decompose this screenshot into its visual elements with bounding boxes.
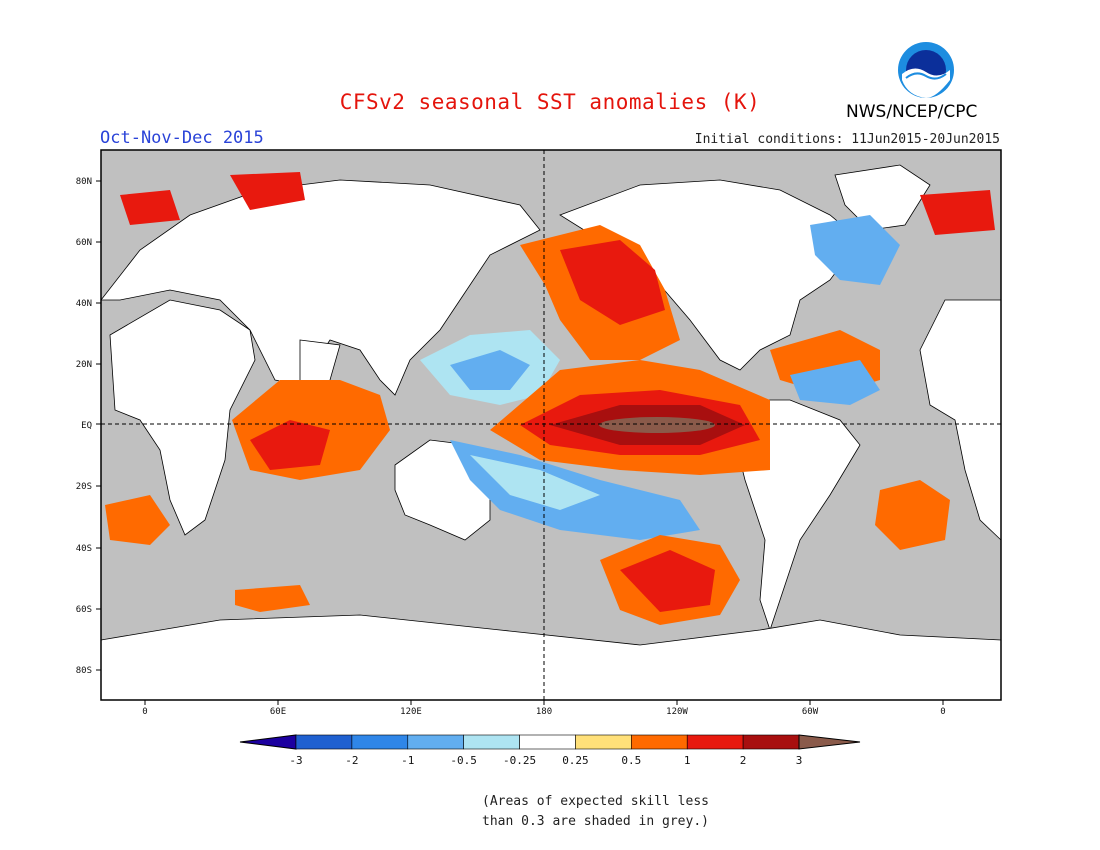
colorbar-label: -0.25 bbox=[503, 754, 536, 767]
lat-label: 40S bbox=[76, 544, 92, 554]
lat-label: 60N bbox=[76, 238, 92, 248]
lon-label: 120W bbox=[666, 707, 688, 717]
lat-label: EQ bbox=[81, 421, 92, 431]
colorbar-label: -3 bbox=[289, 754, 302, 767]
colorbar-label: -2 bbox=[345, 754, 358, 767]
colorbar-segment bbox=[742, 734, 800, 750]
lat-label: 80S bbox=[76, 666, 92, 676]
colorbar-segment bbox=[295, 734, 353, 750]
lon-label: 120E bbox=[400, 707, 422, 717]
initial-conditions: Initial conditions: 11Jun2015-20Jun2015 bbox=[694, 132, 1000, 147]
season-label: Oct-Nov-Dec 2015 bbox=[100, 128, 264, 148]
lat-label: 40N bbox=[76, 299, 92, 309]
colorbar-segment bbox=[631, 734, 688, 750]
colorbar-label: -0.5 bbox=[450, 754, 477, 767]
colorbar-segment bbox=[351, 734, 409, 750]
colorbar-label: 0.25 bbox=[562, 754, 589, 767]
lon-ticks bbox=[144, 700, 944, 705]
colorbar-segment bbox=[407, 734, 464, 750]
noaa-logo bbox=[898, 42, 954, 98]
colorbar-label: 2 bbox=[740, 754, 747, 767]
colorbar-label: 0.5 bbox=[621, 754, 641, 767]
colorbar: -3 -2 -1 -0.5 -0.25 0.25 0.5 1 2 3 bbox=[239, 734, 861, 767]
longitude-axis: 0 60E 120E 180 120W 60W 0 bbox=[142, 707, 945, 717]
colorbar-arrow-low bbox=[239, 734, 297, 750]
map-title: CFSv2 seasonal SST anomalies (K) bbox=[339, 90, 761, 114]
colorbar-arrow-high bbox=[798, 734, 861, 750]
colorbar-segment bbox=[686, 734, 744, 750]
org-label: NWS/NCEP/CPC bbox=[846, 102, 978, 122]
anomaly-shading bbox=[105, 172, 995, 625]
colorbar-label: 1 bbox=[684, 754, 691, 767]
lon-label: 60E bbox=[270, 707, 286, 717]
colorbar-label: 3 bbox=[796, 754, 803, 767]
colorbar-segment bbox=[575, 734, 632, 750]
lat-label: 60S bbox=[76, 605, 92, 615]
skill-note-line1: (Areas of expected skill less bbox=[482, 794, 709, 809]
lon-label: 0 bbox=[142, 707, 147, 717]
lat-label: 20S bbox=[76, 482, 92, 492]
skill-note: (Areas of expected skill less than 0.3 a… bbox=[482, 792, 709, 832]
colorbar-segment bbox=[463, 734, 520, 750]
skill-note-line2: than 0.3 are shaded in grey.) bbox=[482, 814, 709, 829]
map-frame bbox=[100, 149, 1002, 701]
lon-label: 0 bbox=[940, 707, 945, 717]
lat-label: 80N bbox=[76, 177, 92, 187]
colorbar-segment bbox=[519, 734, 576, 750]
lat-label: 20N bbox=[76, 360, 92, 370]
lon-label: 60W bbox=[802, 707, 819, 717]
latitude-axis: 80N 60N 40N 20N EQ 20S 40S 60S 80S bbox=[76, 177, 92, 676]
lon-label: 180 bbox=[536, 707, 552, 717]
colorbar-label: -1 bbox=[401, 754, 414, 767]
lat-ticks bbox=[96, 180, 101, 671]
